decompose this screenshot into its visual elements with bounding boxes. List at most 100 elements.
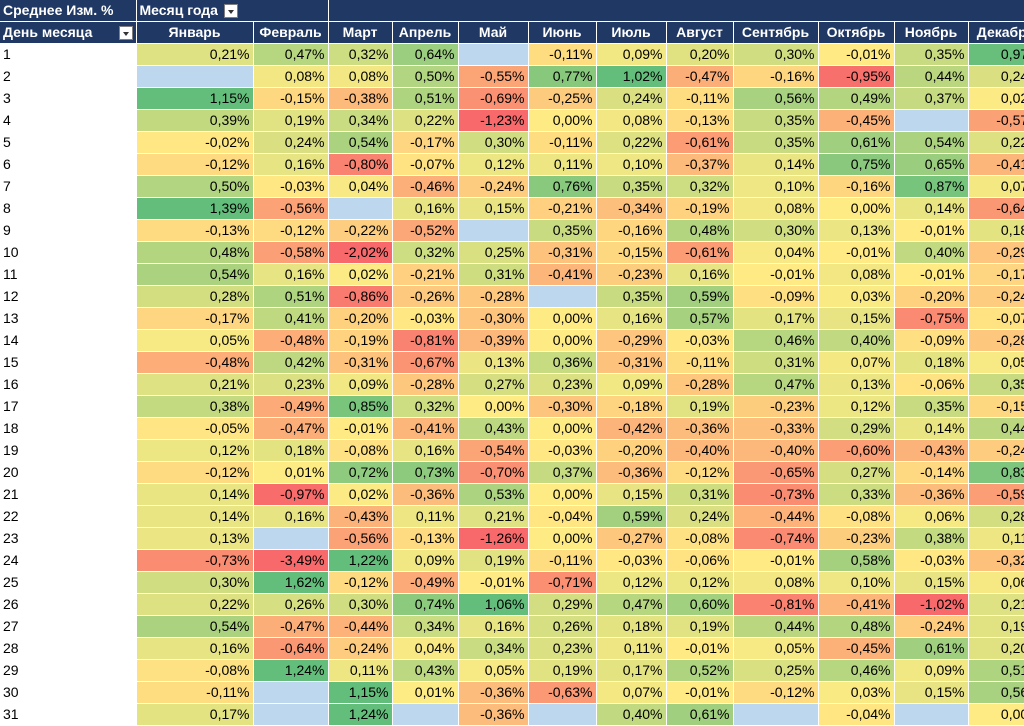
value-cell[interactable] bbox=[733, 703, 819, 726]
value-cell[interactable]: -0,36% bbox=[894, 483, 969, 506]
value-cell[interactable]: -0,22% bbox=[328, 219, 393, 242]
value-cell[interactable]: -0,60% bbox=[818, 439, 895, 462]
value-cell[interactable]: -0,33% bbox=[733, 417, 819, 440]
value-cell[interactable]: -0,47% bbox=[666, 65, 734, 88]
value-cell[interactable]: 0,04% bbox=[733, 241, 819, 264]
value-cell[interactable]: 0,44% bbox=[733, 615, 819, 638]
value-cell[interactable]: 0,54% bbox=[136, 615, 254, 638]
value-cell[interactable]: -0,20% bbox=[328, 307, 393, 330]
value-cell[interactable]: 0,36% bbox=[528, 351, 597, 374]
value-cell[interactable]: -0,36% bbox=[458, 681, 529, 704]
value-cell[interactable]: 0,22% bbox=[968, 131, 1024, 154]
value-cell[interactable]: -0,28% bbox=[392, 373, 459, 396]
value-cell[interactable]: -0,20% bbox=[894, 285, 969, 308]
value-cell[interactable]: 0,21% bbox=[458, 505, 529, 528]
value-cell[interactable]: 0,24% bbox=[968, 65, 1024, 88]
value-cell[interactable]: 0,31% bbox=[733, 351, 819, 374]
value-cell[interactable]: 0,73% bbox=[392, 461, 459, 484]
value-cell[interactable]: -0,07% bbox=[968, 307, 1024, 330]
row-label-day[interactable]: 28 bbox=[0, 637, 137, 660]
value-cell[interactable]: 0,00% bbox=[528, 307, 597, 330]
value-cell[interactable]: 0,30% bbox=[458, 131, 529, 154]
value-cell[interactable]: 0,18% bbox=[968, 219, 1024, 242]
value-cell[interactable]: -0,24% bbox=[328, 637, 393, 660]
row-label-day[interactable]: 11 bbox=[0, 263, 137, 286]
value-cell[interactable]: -0,04% bbox=[818, 703, 895, 726]
value-cell[interactable]: -0,41% bbox=[968, 153, 1024, 176]
value-cell[interactable]: -0,16% bbox=[596, 219, 667, 242]
value-cell[interactable]: 0,37% bbox=[894, 87, 969, 110]
value-cell[interactable]: 0,32% bbox=[666, 175, 734, 198]
value-cell[interactable]: -0,25% bbox=[528, 87, 597, 110]
value-cell[interactable]: 0,01% bbox=[392, 681, 459, 704]
value-cell[interactable]: 0,40% bbox=[818, 329, 895, 352]
value-cell[interactable]: 0,12% bbox=[596, 571, 667, 594]
value-cell[interactable]: -0,02% bbox=[136, 131, 254, 154]
value-cell[interactable]: 0,17% bbox=[733, 307, 819, 330]
value-cell[interactable]: -0,16% bbox=[818, 175, 895, 198]
value-cell[interactable]: 0,09% bbox=[596, 43, 667, 66]
value-cell[interactable]: -0,61% bbox=[666, 241, 734, 264]
value-cell[interactable]: -0,11% bbox=[528, 131, 597, 154]
row-label-day[interactable]: 31 bbox=[0, 703, 137, 726]
value-cell[interactable]: -0,41% bbox=[528, 263, 597, 286]
value-cell[interactable]: 0,29% bbox=[818, 417, 895, 440]
value-cell[interactable]: 0,31% bbox=[666, 483, 734, 506]
value-cell[interactable]: 0,18% bbox=[894, 351, 969, 374]
value-cell[interactable]: -0,52% bbox=[392, 219, 459, 242]
value-cell[interactable]: -0,24% bbox=[968, 439, 1024, 462]
value-cell[interactable]: -0,07% bbox=[392, 153, 459, 176]
value-cell[interactable]: -0,08% bbox=[818, 505, 895, 528]
value-cell[interactable]: -0,28% bbox=[968, 329, 1024, 352]
value-cell[interactable]: 0,07% bbox=[968, 175, 1024, 198]
value-cell[interactable]: 0,37% bbox=[528, 461, 597, 484]
value-cell[interactable]: -0,26% bbox=[392, 285, 459, 308]
value-cell[interactable]: -0,09% bbox=[733, 285, 819, 308]
value-cell[interactable]: -0,24% bbox=[894, 615, 969, 638]
value-cell[interactable]: -0,01% bbox=[733, 549, 819, 572]
value-cell[interactable]: 0,51% bbox=[968, 659, 1024, 682]
value-cell[interactable] bbox=[392, 703, 459, 726]
value-cell[interactable]: -0,86% bbox=[328, 285, 393, 308]
value-cell[interactable]: -0,55% bbox=[458, 65, 529, 88]
value-cell[interactable]: -0,08% bbox=[328, 439, 393, 462]
row-label-day[interactable]: 22 bbox=[0, 505, 137, 528]
value-cell[interactable]: -0,12% bbox=[253, 219, 329, 242]
value-cell[interactable]: -0,57% bbox=[968, 109, 1024, 132]
value-cell[interactable]: -0,12% bbox=[136, 461, 254, 484]
value-cell[interactable]: -0,40% bbox=[733, 439, 819, 462]
value-cell[interactable]: 0,05% bbox=[733, 637, 819, 660]
value-cell[interactable]: 0,64% bbox=[392, 43, 459, 66]
value-cell[interactable]: -0,41% bbox=[392, 417, 459, 440]
value-cell[interactable]: -0,42% bbox=[596, 417, 667, 440]
value-cell[interactable]: 0,59% bbox=[596, 505, 667, 528]
value-cell[interactable]: -0,24% bbox=[968, 285, 1024, 308]
value-cell[interactable]: 1,62% bbox=[253, 571, 329, 594]
value-cell[interactable]: -0,47% bbox=[253, 615, 329, 638]
value-cell[interactable]: -0,36% bbox=[392, 483, 459, 506]
value-cell[interactable] bbox=[253, 703, 329, 726]
value-cell[interactable]: 0,38% bbox=[136, 395, 254, 418]
value-cell[interactable]: 1,22% bbox=[328, 549, 393, 572]
value-cell[interactable]: -0,49% bbox=[253, 395, 329, 418]
value-cell[interactable]: 0,22% bbox=[392, 109, 459, 132]
value-cell[interactable]: -0,69% bbox=[458, 87, 529, 110]
value-cell[interactable]: -0,36% bbox=[666, 417, 734, 440]
dropdown-arrow-icon[interactable] bbox=[223, 4, 238, 19]
value-cell[interactable]: 0,21% bbox=[136, 373, 254, 396]
value-cell[interactable]: -0,29% bbox=[596, 329, 667, 352]
value-cell[interactable]: 0,07% bbox=[596, 681, 667, 704]
value-cell[interactable] bbox=[253, 681, 329, 704]
value-cell[interactable]: 0,34% bbox=[328, 109, 393, 132]
value-cell[interactable]: 0,03% bbox=[818, 285, 895, 308]
value-cell[interactable]: 0,54% bbox=[894, 131, 969, 154]
value-cell[interactable]: 0,12% bbox=[818, 395, 895, 418]
value-cell[interactable]: -0,36% bbox=[458, 703, 529, 726]
value-cell[interactable]: 0,35% bbox=[894, 43, 969, 66]
row-label-day[interactable]: 17 bbox=[0, 395, 137, 418]
value-cell[interactable]: 0,52% bbox=[666, 659, 734, 682]
value-cell[interactable]: -0,43% bbox=[328, 505, 393, 528]
value-cell[interactable]: 0,38% bbox=[894, 527, 969, 550]
value-cell[interactable]: 0,14% bbox=[136, 505, 254, 528]
value-cell[interactable]: -0,01% bbox=[458, 571, 529, 594]
